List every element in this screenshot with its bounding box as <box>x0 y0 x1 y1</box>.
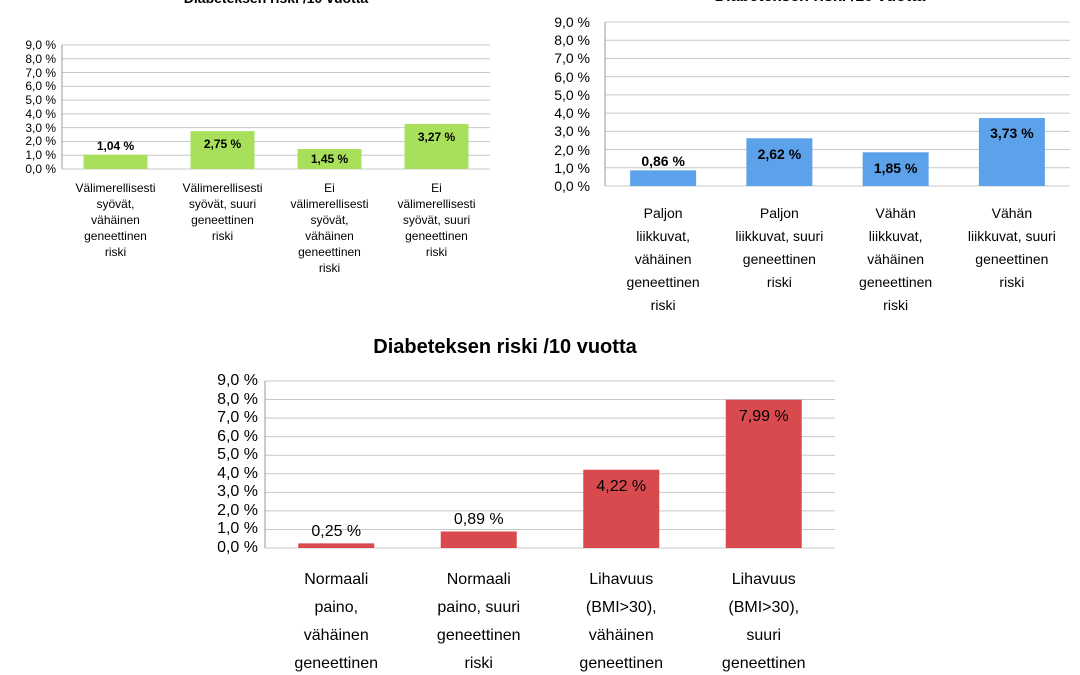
y-tick-label: 5,0 % <box>217 446 258 464</box>
y-tick-label: 1,0 % <box>554 159 590 176</box>
x-tick-label: Välimerellisesti syövät, suuri geneettin… <box>182 181 263 243</box>
x-tick-label: Välimerellisesti syövät, vähäinen geneet… <box>75 181 156 259</box>
value-label: 4,22 % <box>596 478 647 496</box>
chart-title: Diabeteksen riski /10 vuotta <box>184 0 368 6</box>
y-tick-label: 9,0 % <box>554 14 590 30</box>
value-label: 1,85 % <box>873 159 918 176</box>
value-label: 1,45 % <box>310 152 349 166</box>
y-tick-label: 1,0 % <box>25 148 56 163</box>
bar <box>630 170 697 186</box>
y-tick-label: 0,0 % <box>554 178 590 194</box>
bar <box>297 149 362 169</box>
y-tick-label: 3,0 % <box>554 123 590 140</box>
y-tick-label: 2,0 % <box>554 141 590 158</box>
x-tick-label: Lihavuus (BMI>30), suuri geneettinen ris… <box>721 571 806 672</box>
bar <box>746 138 813 186</box>
y-tick-label: 7,0 % <box>25 65 56 80</box>
y-tick-label: 3,0 % <box>217 483 258 501</box>
value-label: 7,99 % <box>738 408 789 426</box>
bar <box>725 399 802 548</box>
y-tick-label: 4,0 % <box>25 106 56 121</box>
x-tick-label: Paljon liikkuvat, suuri geneettinen risk… <box>735 205 824 290</box>
bar <box>440 531 517 548</box>
y-tick-label: 6,0 % <box>25 79 56 94</box>
value-label: 2,62 % <box>757 145 802 162</box>
value-label: 0,25 % <box>311 523 362 541</box>
y-tick-label: 4,0 % <box>554 105 590 122</box>
x-tick-label: Vähän liikkuvat, vähäinen geneettinen ri… <box>859 205 933 313</box>
bar <box>298 543 375 548</box>
y-tick-label: 0,0 % <box>217 539 258 556</box>
bar <box>583 469 660 548</box>
y-tick-label: 5,0 % <box>554 86 590 103</box>
y-tick-label: 9,0 % <box>217 372 258 389</box>
x-tick-label: Ei välimerellisesti syövät, vähäinen gen… <box>290 181 369 275</box>
chart-title: Diabeteksen riski /10 vuotta <box>373 336 637 358</box>
y-tick-label: 6,0 % <box>554 68 590 85</box>
x-tick-label: Ei välimerellisesti syövät, suuri geneet… <box>397 181 476 259</box>
x-tick-label: Lihavuus (BMI>30), vähäinen geneettinen … <box>579 571 664 672</box>
bar <box>404 123 469 169</box>
y-tick-label: 8,0 % <box>25 51 56 66</box>
value-label: 1,04 % <box>96 139 135 154</box>
y-tick-label: 8,0 % <box>217 390 258 408</box>
y-tick-label: 2,0 % <box>25 134 56 149</box>
value-label: 2,75 % <box>203 137 242 152</box>
y-tick-label: 2,0 % <box>217 501 258 519</box>
x-tick-label: Vähän liikkuvat, suuri geneettinen riski <box>967 205 1056 290</box>
bar <box>978 118 1045 186</box>
x-tick-label: Normaali paino, vähäinen geneettinen ris… <box>294 571 379 672</box>
y-tick-label: 7,0 % <box>554 50 590 67</box>
y-tick-label: 1,0 % <box>217 520 258 538</box>
y-tick-label: 7,0 % <box>217 409 258 427</box>
value-label: 0,89 % <box>453 511 504 529</box>
x-tick-label: Paljon liikkuvat, vähäinen geneettinen r… <box>626 205 700 313</box>
y-tick-label: 3,0 % <box>25 120 56 135</box>
x-tick-label: Normaali paino, suuri geneettinen riski <box>436 571 521 672</box>
bar <box>862 152 929 186</box>
y-tick-label: 9,0 % <box>25 38 56 52</box>
y-tick-label: 4,0 % <box>217 464 258 482</box>
y-tick-label: 5,0 % <box>25 93 56 108</box>
chart-title: Diabeteksen riski /10 vuotta <box>715 0 926 6</box>
value-label: 3,73 % <box>990 125 1034 142</box>
y-tick-label: 6,0 % <box>217 427 258 445</box>
y-tick-label: 0,0 % <box>25 162 56 176</box>
y-tick-label: 8,0 % <box>554 32 590 49</box>
bar <box>190 131 255 169</box>
value-label: 3,27 % <box>417 130 456 145</box>
bar <box>83 154 148 169</box>
value-label: 0,86 % <box>641 152 685 169</box>
